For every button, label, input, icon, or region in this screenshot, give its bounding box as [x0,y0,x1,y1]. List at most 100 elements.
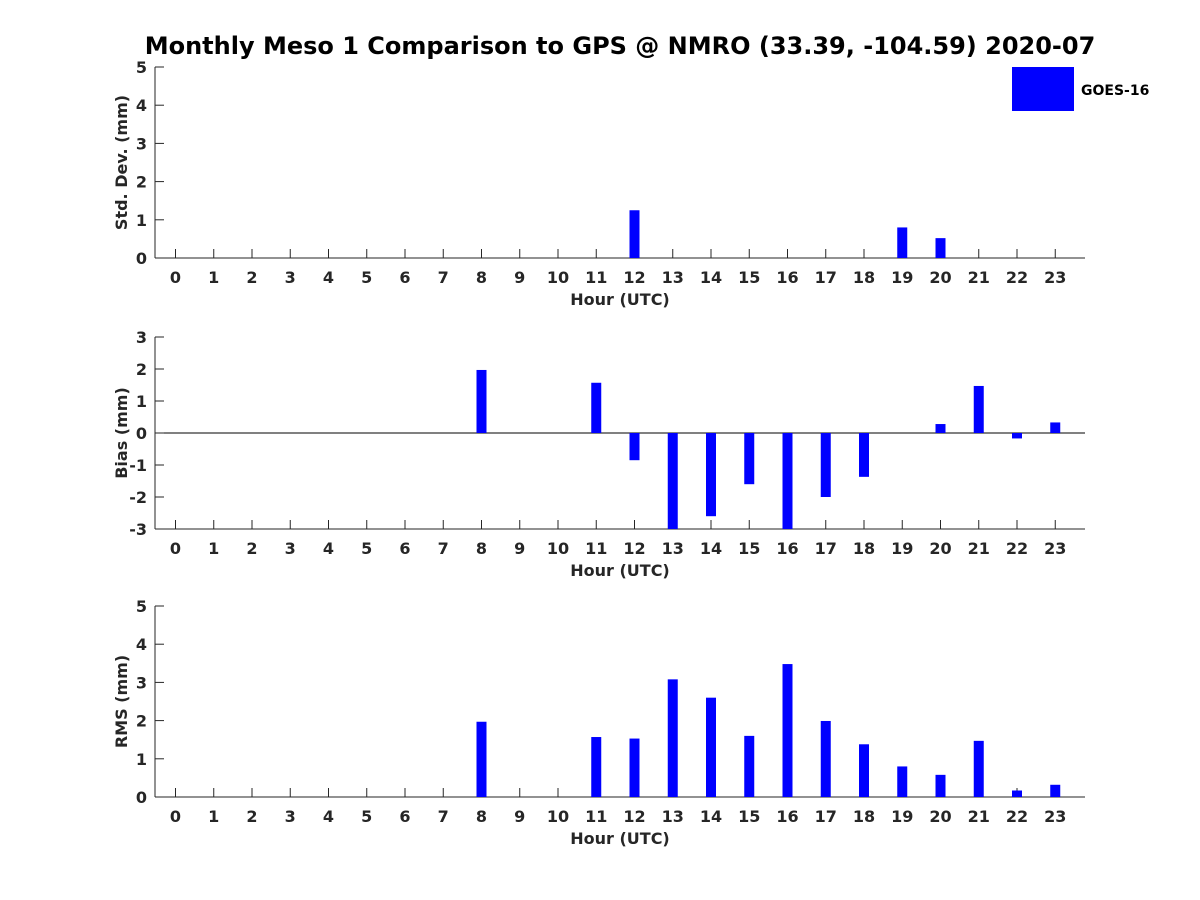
bias-y-tick-label: 2 [136,360,147,379]
rms-x-tick-label: 2 [246,807,257,826]
bias-y-tick-label: -3 [129,520,147,539]
bias-y-tick-label: -2 [129,488,147,507]
rms-x-axis-label: Hour (UTC) [570,829,670,848]
bias-bar-hour-15 [744,433,755,485]
bias-bar-hour-21 [973,385,984,433]
bias-bar-hour-11 [591,382,602,433]
rms-bar-hour-20 [935,774,946,797]
std-dev-x-tick-label: 1 [208,268,219,287]
rms-bar-hour-12 [629,738,640,797]
bias-x-tick-label: 13 [662,539,684,558]
std-dev-x-tick-label: 14 [700,268,722,287]
rms-x-tick-label: 16 [776,807,798,826]
std-dev-bar-hour-19 [897,227,908,258]
bias-x-tick-label: 22 [1006,539,1028,558]
std-dev-y-tick-label: 5 [136,58,147,77]
rms-x-tick-label: 18 [853,807,875,826]
bias-x-tick-label: 14 [700,539,722,558]
bias-x-tick-label: 21 [968,539,990,558]
rms-x-tick-label: 11 [585,807,607,826]
rms-x-tick-label: 0 [170,807,181,826]
rms-x-tick-label: 17 [815,807,837,826]
std-dev-x-tick-label: 2 [246,268,257,287]
std-dev-x-tick-label: 17 [815,268,837,287]
rms-x-tick-label: 21 [968,807,990,826]
std-dev-x-tick-label: 15 [738,268,760,287]
rms-x-tick-label: 13 [662,807,684,826]
bias-x-tick-label: 10 [547,539,569,558]
std-dev-bar-hour-20 [935,238,946,258]
std-dev-x-axis-label: Hour (UTC) [570,290,670,309]
rms-x-tick-label: 6 [399,807,410,826]
std-dev-y-tick-label: 1 [136,211,147,230]
rms-bar-hour-17 [820,720,831,797]
rms-x-tick-label: 12 [623,807,645,826]
rms-x-tick-label: 23 [1044,807,1066,826]
rms-y-tick-label: 2 [136,712,147,731]
std-dev-x-tick-label: 22 [1006,268,1028,287]
std-dev-x-tick-label: 12 [623,268,645,287]
bias-bar-hour-12 [629,433,640,461]
bias-x-axis-label: Hour (UTC) [570,561,670,580]
std-dev-x-tick-label: 19 [891,268,913,287]
legend-swatch-goes-16 [1012,67,1074,111]
bias-bar-hour-23 [1050,422,1061,433]
rms-x-tick-label: 20 [929,807,951,826]
std-dev-x-tick-label: 6 [399,268,410,287]
rms-x-tick-label: 8 [476,807,487,826]
std-dev-y-axis-label: Std. Dev. (mm) [112,95,131,230]
bias-x-tick-label: 0 [170,539,181,558]
std-dev-y-tick-label: 3 [136,134,147,153]
std-dev-x-tick-label: 5 [361,268,372,287]
rms-y-tick-label: 3 [136,673,147,692]
bias-x-tick-label: 6 [399,539,410,558]
std-dev-x-tick-label: 18 [853,268,875,287]
std-dev-x-tick-label: 16 [776,268,798,287]
rms-x-tick-label: 14 [700,807,722,826]
rms-bar-hour-13 [667,679,678,797]
std-dev-x-tick-label: 8 [476,268,487,287]
rms-x-tick-label: 4 [323,807,334,826]
bias-y-tick-label: 0 [136,424,147,443]
bias-x-tick-label: 4 [323,539,334,558]
rms-y-tick-label: 4 [136,635,147,654]
rms-bar-hour-23 [1050,784,1061,797]
std-dev-y-tick-label: 0 [136,249,147,268]
bias-x-tick-label: 2 [246,539,257,558]
bias-x-tick-label: 17 [815,539,837,558]
bias-x-tick-label: 12 [623,539,645,558]
bias-x-tick-label: 23 [1044,539,1066,558]
chart-title: Monthly Meso 1 Comparison to GPS @ NMRO … [145,32,1096,60]
bias-y-tick-label: -1 [129,456,147,475]
rms-bar-hour-15 [744,735,755,797]
bias-x-tick-label: 18 [853,539,875,558]
rms-bar-hour-21 [973,740,984,797]
bias-bar-hour-8 [476,369,487,433]
bias-x-tick-label: 1 [208,539,219,558]
rms-y-axis-label: RMS (mm) [112,655,131,748]
rms-bar-hour-18 [859,744,869,797]
bias-x-tick-label: 3 [285,539,296,558]
rms-bar-hour-16 [782,664,793,797]
rms-x-tick-label: 19 [891,807,913,826]
std-dev-y-tick-label: 2 [136,173,147,192]
rms-y-tick-label: 0 [136,788,147,807]
std-dev-x-tick-label: 13 [662,268,684,287]
std-dev-x-tick-label: 20 [929,268,951,287]
bias-bar-hour-20 [935,424,946,433]
std-dev-x-tick-label: 11 [585,268,607,287]
legend-label-goes-16: GOES-16 [1081,83,1149,99]
std-dev-x-tick-label: 9 [514,268,525,287]
rms-x-tick-label: 22 [1006,807,1028,826]
bias-x-tick-label: 8 [476,539,487,558]
bias-x-tick-label: 7 [438,539,449,558]
rms-bar-hour-19 [897,766,908,797]
bias-bar-hour-22 [1012,433,1022,439]
bias-bar-hour-18 [859,433,869,477]
rms-y-tick-label: 1 [136,750,147,769]
rms-x-tick-label: 10 [547,807,569,826]
rms-x-tick-label: 5 [361,807,372,826]
bias-x-tick-label: 20 [929,539,951,558]
std-dev-x-tick-label: 4 [323,268,334,287]
